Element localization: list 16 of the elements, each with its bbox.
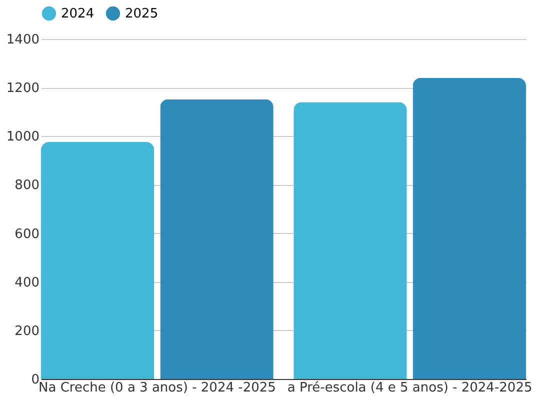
y-tick-label: 0 [31, 372, 40, 388]
y-tick-label: 200 [14, 324, 40, 339]
legend-label: 2025 [125, 6, 158, 22]
bar [160, 99, 274, 379]
y-tick-label: 800 [14, 178, 40, 194]
bar [412, 78, 526, 379]
legend-label: 2024 [61, 6, 94, 22]
y-tick-label: 400 [14, 275, 40, 290]
x-tick-label: a Pré-escola (4 e 5 anos) - 2024-2025 [287, 380, 532, 396]
bar [41, 142, 154, 379]
y-tick-label: 600 [14, 226, 40, 242]
y-tick-label: 1400 [6, 32, 40, 48]
x-tick-label: Na Creche (0 a 3 anos) - 2024 -2025 [38, 380, 276, 396]
bar [294, 102, 407, 379]
y-tick-label: 1000 [6, 130, 40, 145]
y-tick-label: 1200 [6, 81, 40, 96]
